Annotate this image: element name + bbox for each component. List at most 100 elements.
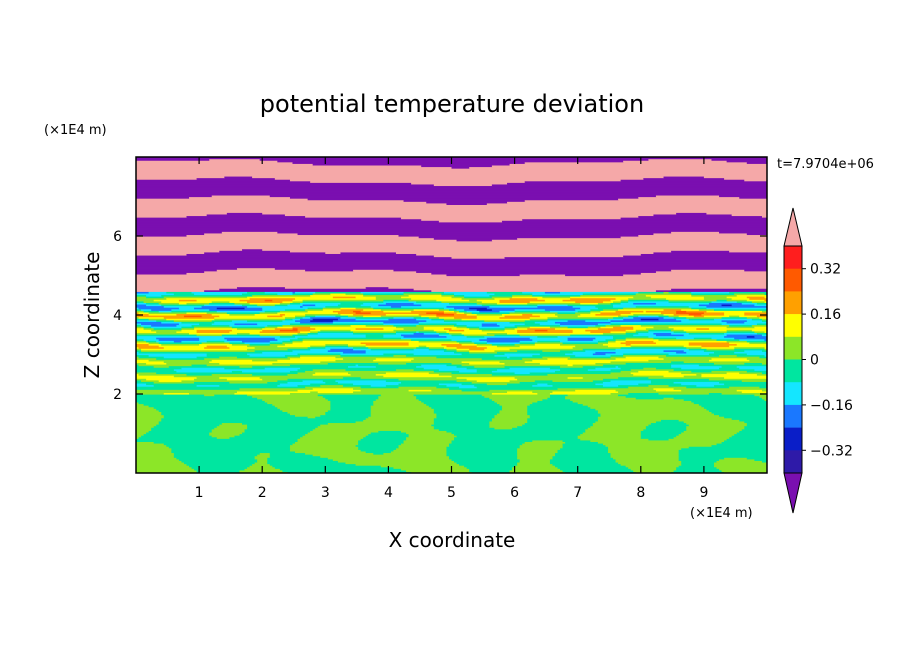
x-tick-label: 7 <box>573 485 582 501</box>
contour-cell <box>325 411 372 414</box>
contour-cell <box>560 322 599 326</box>
contour-cell <box>676 311 705 315</box>
contour-cell <box>300 354 342 357</box>
contour-cell <box>764 292 767 296</box>
contour-cell <box>295 315 306 318</box>
contour-cell <box>156 340 175 343</box>
contour-cell <box>431 389 463 392</box>
contour-cell <box>216 307 246 310</box>
contour-cell <box>585 428 644 431</box>
contour-cell <box>284 354 301 357</box>
contour-cell <box>247 424 321 427</box>
contour-cell <box>610 330 627 333</box>
contour-cell <box>491 370 556 373</box>
contour-cell <box>307 431 372 435</box>
contour-cell <box>158 379 183 382</box>
contour-cell <box>610 360 672 363</box>
contour-cell <box>330 400 374 403</box>
contour-cell <box>663 316 675 319</box>
contour-cell <box>633 296 652 299</box>
contour-cell <box>640 324 730 327</box>
contour-cell <box>517 447 561 450</box>
contour-cell <box>289 446 359 449</box>
contour-cell <box>476 313 503 316</box>
contour-cell <box>151 308 172 311</box>
contour-cell <box>267 458 334 461</box>
contour-cell <box>136 469 198 473</box>
contour-cell <box>648 158 713 161</box>
contour-cell <box>676 351 687 354</box>
contour-cell <box>136 401 140 405</box>
contour-cell <box>153 406 278 409</box>
contour-cell <box>587 405 702 408</box>
contour-cell <box>640 433 680 436</box>
y-tick-label: 2 <box>113 387 122 403</box>
contour-cell <box>136 297 167 300</box>
contour-cell <box>307 332 319 335</box>
contour-cell <box>221 333 261 337</box>
contour-cell <box>724 439 767 442</box>
contour-cell <box>438 332 450 335</box>
contour-cell <box>494 333 521 337</box>
contour-cell <box>476 370 493 373</box>
contour-cell <box>688 305 708 308</box>
contour-cell <box>136 270 205 273</box>
contour-cell <box>668 326 728 329</box>
contour-cell <box>491 308 516 311</box>
contour-cell <box>628 300 670 303</box>
contour-cell <box>660 419 680 422</box>
contour-cell <box>595 367 622 370</box>
contour-cell <box>148 405 276 408</box>
contour-cell <box>136 245 767 248</box>
contour-cell <box>481 303 538 307</box>
contour-cell <box>158 302 180 305</box>
contour-cell <box>459 310 468 313</box>
contour-cell <box>335 315 349 318</box>
contour-cell <box>554 327 599 330</box>
contour-cell <box>224 367 266 370</box>
contour-cell <box>744 179 767 182</box>
contour-cell <box>731 435 767 438</box>
contour-cell <box>247 345 278 348</box>
contour-cell <box>186 215 306 218</box>
contour-cell <box>549 394 569 397</box>
contour-cell <box>136 175 225 179</box>
contour-cell <box>446 454 518 457</box>
contour-cell <box>380 394 415 397</box>
contour-cell <box>640 431 682 435</box>
contour-cell <box>199 337 225 340</box>
contour-cell <box>136 188 767 191</box>
contour-cell <box>640 253 767 256</box>
contour-cell <box>317 390 354 394</box>
contour-cell <box>527 417 599 420</box>
contour-cell <box>153 327 183 330</box>
contour-cell <box>252 463 271 466</box>
contour-cell <box>312 373 352 376</box>
contour-cell <box>257 460 268 463</box>
contour-cell <box>648 329 672 332</box>
contour-cell <box>585 430 642 433</box>
contour-cell <box>204 357 291 360</box>
contour-cell <box>403 439 453 442</box>
contour-cell <box>557 311 576 315</box>
contour-cell <box>527 405 589 408</box>
contour-cell <box>398 386 437 389</box>
contour-cell <box>330 401 374 405</box>
contour-cell <box>406 354 496 357</box>
contour-cell <box>143 403 273 406</box>
contour-cell <box>279 313 286 316</box>
contour-cell <box>726 340 748 343</box>
contour-cell <box>136 199 405 202</box>
contour-cell <box>739 367 767 370</box>
contour-cell <box>653 337 677 340</box>
contour-cell <box>514 371 531 375</box>
contour-cell <box>668 315 680 318</box>
contour-cell <box>297 389 362 392</box>
contour-cell <box>731 297 750 300</box>
contour-cell <box>587 326 602 329</box>
contour-cell <box>136 431 147 435</box>
contour-cell <box>476 379 511 382</box>
contour-cell <box>234 435 304 438</box>
contour-cell <box>421 363 448 367</box>
contour-cell <box>678 315 695 318</box>
